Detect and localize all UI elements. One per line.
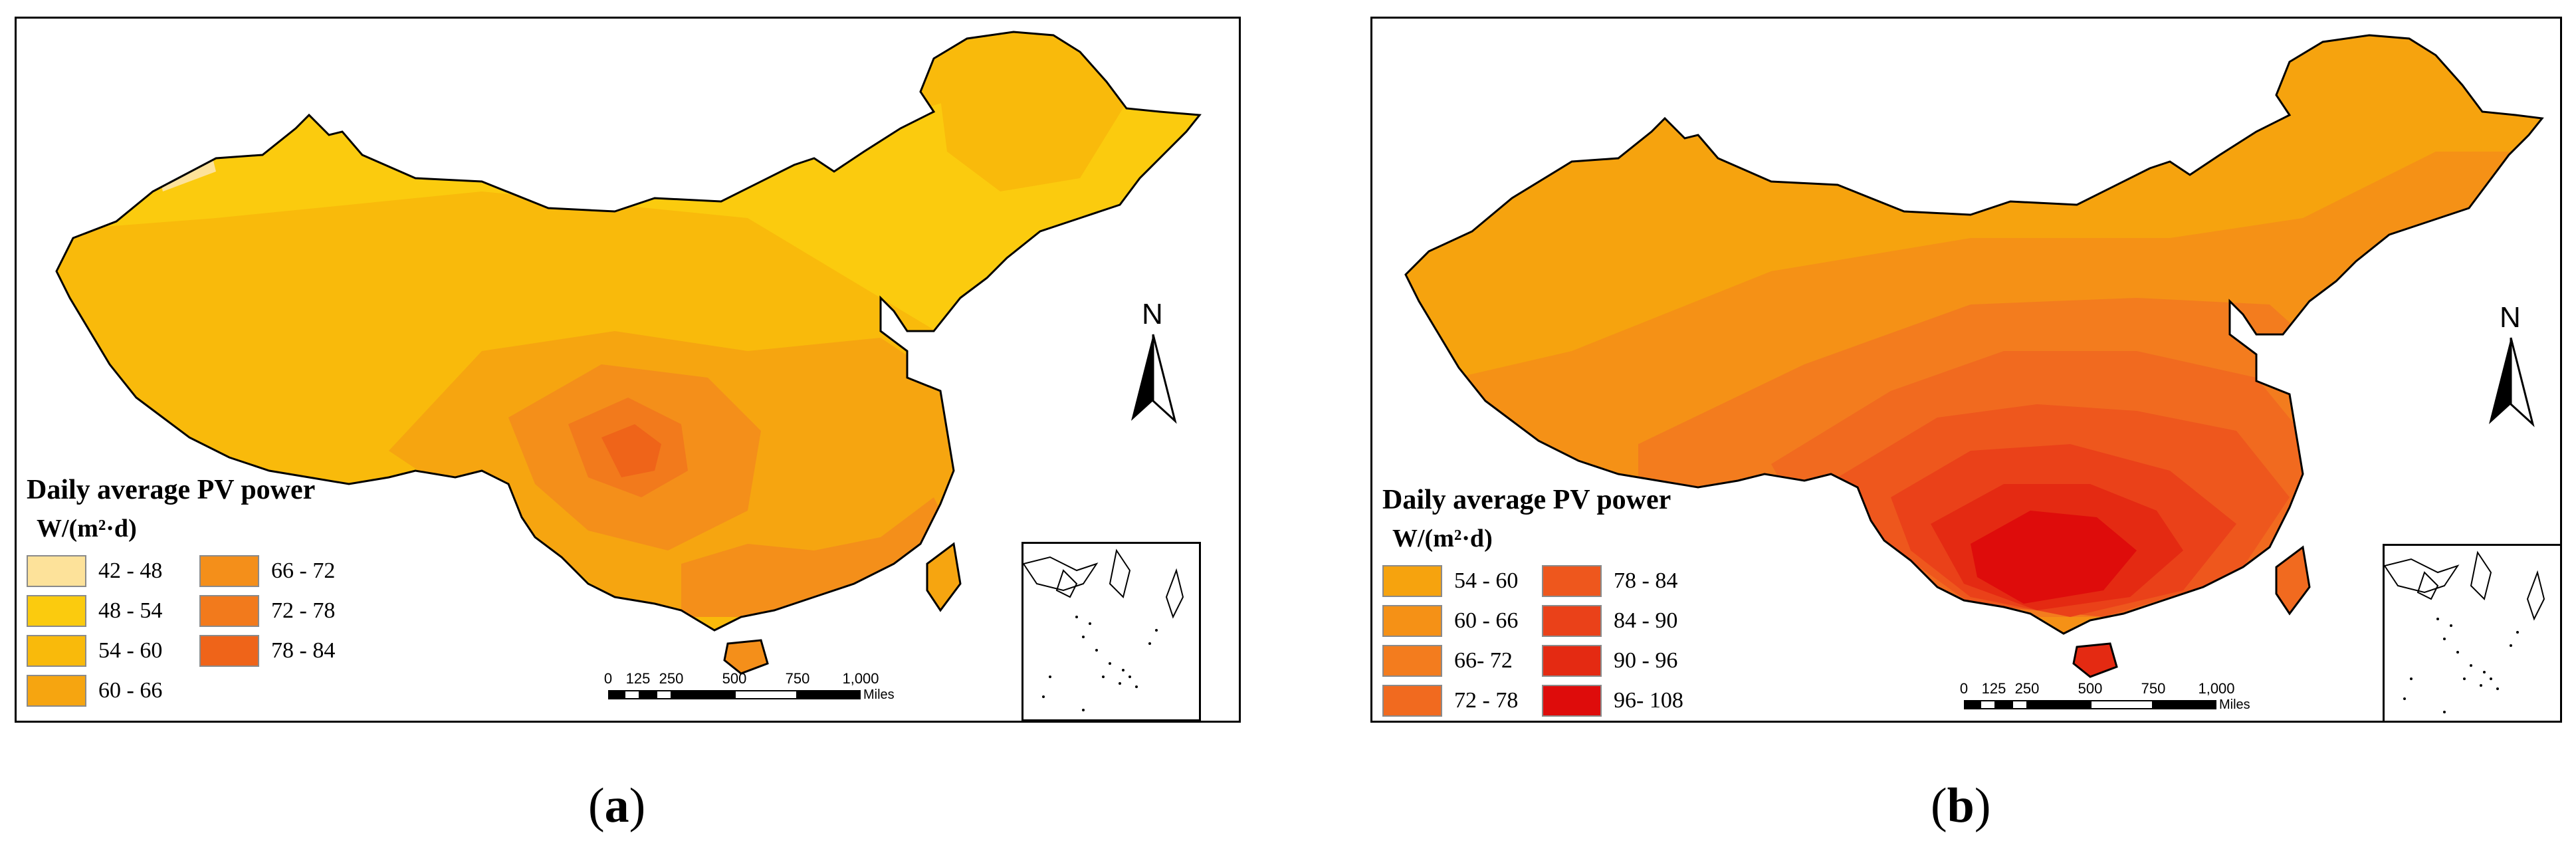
- hainan-island-b: [2072, 642, 2118, 678]
- legend-label: 54 - 60: [1454, 568, 1519, 593]
- scale-tick: 0: [603, 670, 613, 687]
- legend-label: 54 - 60: [98, 638, 163, 663]
- china-outline-a: [55, 31, 1202, 632]
- legend-unit: W/(m²·d): [1392, 525, 1493, 552]
- scale-tick: 500: [722, 670, 747, 687]
- caption-letter: a: [604, 779, 629, 833]
- legend-label: 90 - 96: [1614, 648, 1678, 673]
- scale-unit: Miles: [863, 687, 895, 702]
- scale-tick: 1,000: [2198, 680, 2235, 697]
- legend-label: 72 - 78: [1454, 688, 1519, 713]
- legend-swatch: [199, 595, 259, 627]
- legend-item: 90 - 96: [1542, 644, 1677, 678]
- caption-b: (b): [1931, 779, 1991, 833]
- legend-label: 66 - 72: [271, 558, 336, 583]
- legend-label: 72 - 78: [271, 598, 336, 623]
- legend-label: 60 - 66: [98, 678, 163, 703]
- legend-label: 66- 72: [1454, 648, 1513, 673]
- caption-a: (a): [588, 779, 646, 833]
- legend-item: 54 - 60: [1382, 564, 1518, 598]
- legend-item: 72 - 78: [199, 594, 335, 628]
- legend-swatch: [1542, 565, 1602, 597]
- legend-title: Daily average PV power: [27, 475, 316, 505]
- scale-tick: 1,000: [842, 670, 879, 687]
- legend-swatch: [27, 675, 86, 707]
- legend-item: 60 - 66: [27, 673, 162, 708]
- scale-tick: 125: [1981, 680, 2006, 697]
- taiwan-island-a: [926, 542, 962, 612]
- legend-title: Daily average PV power: [1382, 485, 1671, 515]
- legend-label: 96- 108: [1614, 688, 1683, 713]
- hainan-island-a: [723, 639, 769, 675]
- caption-letter: b: [1947, 779, 1975, 833]
- legend-item: 96- 108: [1542, 683, 1683, 718]
- legend-swatch: [27, 595, 86, 627]
- scale-tick: 250: [659, 670, 684, 687]
- scale-tick: 125: [625, 670, 651, 687]
- legend-label: 84 - 90: [1614, 608, 1678, 633]
- north-arrow-icon: N: [1123, 298, 1183, 424]
- legend-label: 78 - 84: [1614, 568, 1678, 593]
- legend-swatch: [27, 635, 86, 667]
- scale-tick: 250: [2014, 680, 2040, 697]
- scale-unit: Miles: [2219, 697, 2250, 712]
- legend-swatch: [1542, 605, 1602, 637]
- legend-item: 42 - 48: [27, 554, 162, 588]
- legend-item: 48 - 54: [27, 594, 162, 628]
- legend-swatch: [1382, 685, 1442, 717]
- legend-item: 54 - 60: [27, 634, 162, 668]
- north-label: N: [1142, 298, 1163, 330]
- legend-item: 66- 72: [1382, 644, 1513, 678]
- legend-item: 78 - 84: [1542, 564, 1677, 598]
- north-label: N: [2500, 301, 2521, 334]
- south-china-sea-inset-map: [1021, 542, 1201, 721]
- scale-bar: 0 125 250 500 750 1,000 Miles: [604, 670, 920, 717]
- legend-swatch: [1542, 685, 1602, 717]
- china-map-b: [1404, 34, 2544, 678]
- legend-label: 42 - 48: [98, 558, 163, 583]
- legend-item: 60 - 66: [1382, 604, 1518, 638]
- map-panel-b: Daily average PV power W/(m²·d) 54 - 60 …: [1370, 17, 2562, 723]
- legend-unit: W/(m²·d): [37, 515, 137, 543]
- map-panel-a: Daily average PV power W/(m²·d) 42 - 48 …: [15, 17, 1241, 723]
- south-china-sea-inset-map: [2383, 544, 2560, 721]
- legend-swatch: [1382, 605, 1442, 637]
- scale-tick: 750: [2141, 680, 2166, 697]
- scale-bar: 0 125 250 500 750 1,000 Miles: [1960, 680, 2276, 721]
- scale-tick: 500: [2078, 680, 2103, 697]
- legend-item: 78 - 84: [199, 634, 335, 668]
- legend-item: 66 - 72: [199, 554, 335, 588]
- scale-tick: 750: [785, 670, 810, 687]
- taiwan-island-b: [2275, 545, 2311, 616]
- scale-tick: 0: [1959, 680, 1969, 697]
- legend-swatch: [199, 555, 259, 587]
- china-map-a: [55, 31, 1202, 675]
- north-arrow-icon: N: [2481, 301, 2541, 427]
- legend-item: 72 - 78: [1382, 683, 1518, 718]
- legend-label: 48 - 54: [98, 598, 163, 623]
- legend-swatch: [1542, 645, 1602, 677]
- legend-swatch: [27, 555, 86, 587]
- china-outline-b: [1404, 34, 2544, 635]
- legend-item: 84 - 90: [1542, 604, 1677, 638]
- legend-swatch: [1382, 565, 1442, 597]
- legend-swatch: [199, 635, 259, 667]
- legend-label: 78 - 84: [271, 638, 336, 663]
- legend-swatch: [1382, 645, 1442, 677]
- legend-label: 60 - 66: [1454, 608, 1519, 633]
